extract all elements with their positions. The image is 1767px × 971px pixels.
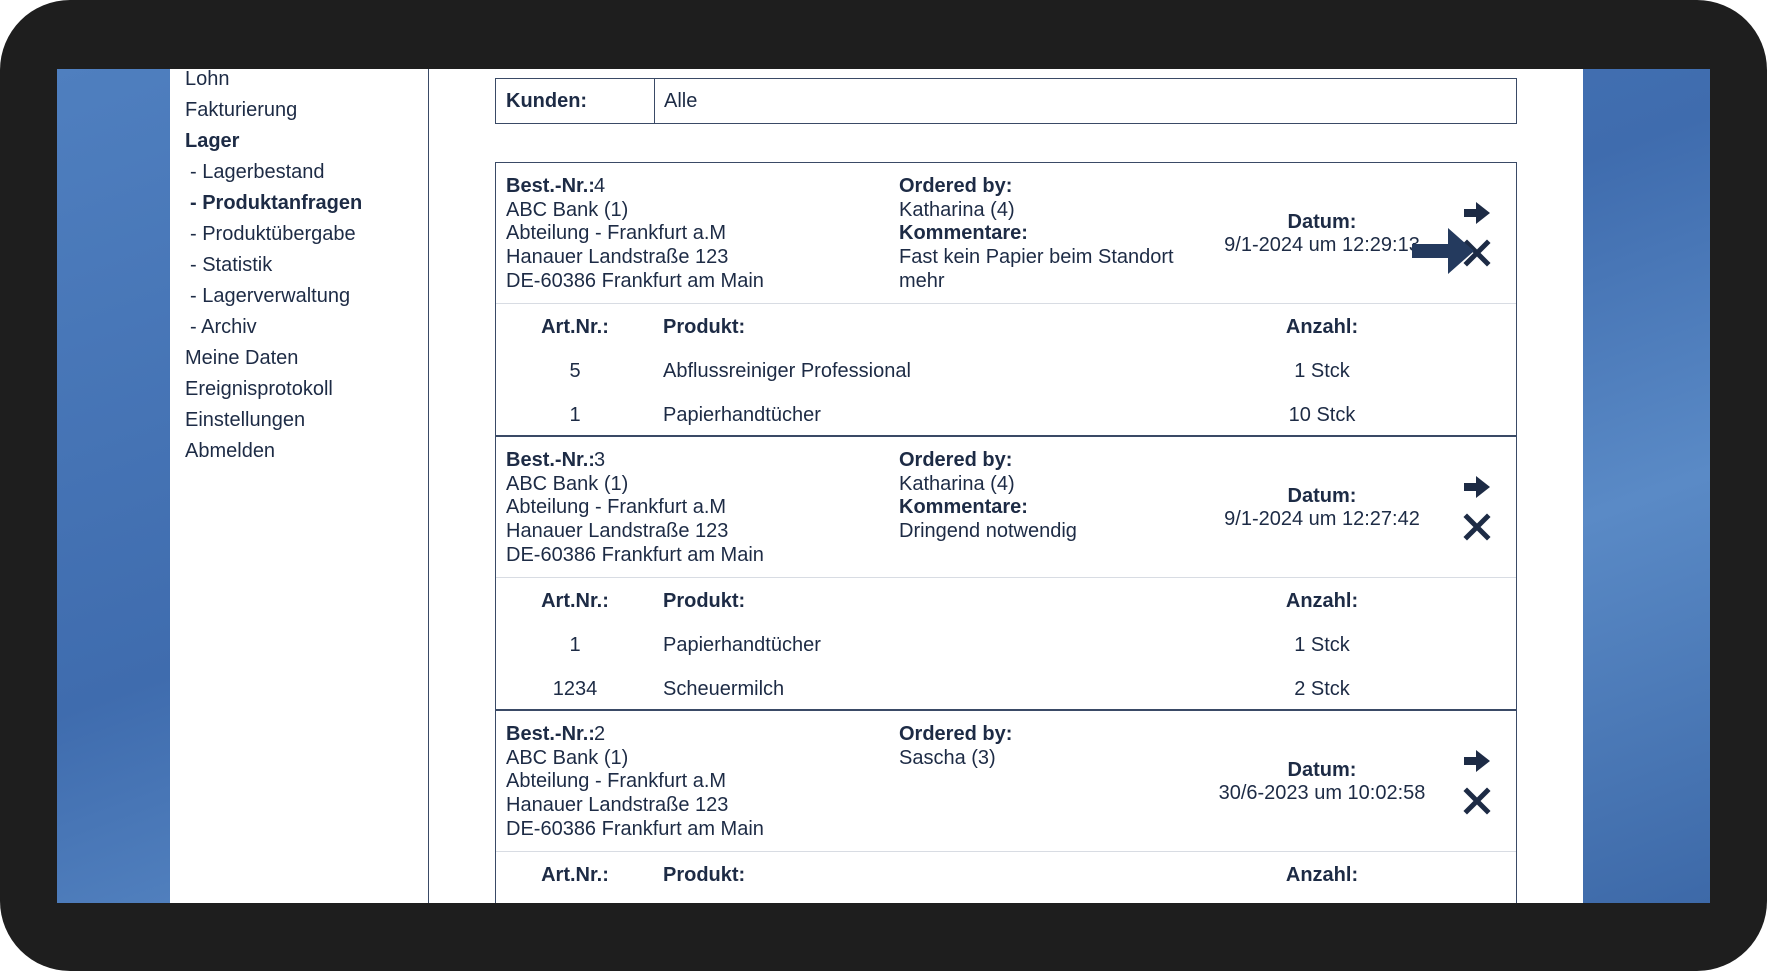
date: 9/1-2024 um 12:27:42 xyxy=(1224,508,1420,530)
delete-button[interactable] xyxy=(1462,512,1492,542)
date-label: Datum: xyxy=(1287,485,1357,507)
menu-item[interactable]: - Archiv xyxy=(190,316,257,338)
menu-item[interactable]: - Lagerbestand xyxy=(190,161,325,183)
forward-button[interactable] xyxy=(1462,472,1492,502)
menu-item[interactable]: - Lagerverwaltung xyxy=(190,285,351,307)
address-line: ABC Bank (1) xyxy=(506,472,629,495)
menu-item[interactable]: Ereignisprotokoll xyxy=(185,378,333,400)
item-quantity: 1 Stck xyxy=(1294,634,1350,656)
ordered-by-label: Ordered by: xyxy=(899,723,1013,745)
address-line: Hanauer Landstraße 123 xyxy=(506,794,729,817)
order-number: 2 xyxy=(594,723,606,745)
date-label: Datum: xyxy=(1287,211,1357,233)
product-header: Produkt: xyxy=(663,864,746,886)
date: 9/1-2024 um 12:29:13 xyxy=(1224,234,1420,256)
comment-line: mehr xyxy=(899,269,945,292)
section-separator xyxy=(496,303,1516,304)
address-line: ABC Bank (1) xyxy=(506,198,629,221)
annotation-arrow xyxy=(1412,228,1474,274)
order-number: 3 xyxy=(594,449,606,471)
menu-item[interactable]: Einstellungen xyxy=(185,409,306,431)
item-quantity: 2 Stck xyxy=(1294,678,1350,700)
order-card: Best.-Nr.: 3 ABC Bank (1) Abteilung - Frank… xyxy=(495,436,1517,710)
filter-value[interactable]: Alle xyxy=(664,90,698,112)
section-separator xyxy=(496,851,1516,852)
filter-box: Kunden: Alle xyxy=(495,78,1517,124)
product-header: Produkt: xyxy=(663,590,746,612)
ordered-by: Katharina (4) xyxy=(899,198,1015,221)
delete-button[interactable] xyxy=(1462,786,1492,816)
date-label: Datum: xyxy=(1287,759,1357,781)
item-art: 1234 xyxy=(552,678,598,700)
art-header: Art.Nr.: xyxy=(541,864,609,886)
item-quantity: 1 Stck xyxy=(1294,360,1350,382)
order-number: 4 xyxy=(594,175,606,197)
product-header: Produkt: xyxy=(663,316,746,338)
sidebar-divider xyxy=(428,69,429,903)
filter-cell-divider xyxy=(654,79,655,123)
order-card: Best.-Nr.: 4 ABC Bank (1) Abteilung - Frank… xyxy=(495,162,1517,436)
menu-item[interactable]: - Produktanfragen xyxy=(190,192,363,214)
item-art: 1 xyxy=(569,634,581,656)
item-product: Abflussreiniger Professional xyxy=(663,360,911,382)
menu-item[interactable]: Abmelden xyxy=(185,440,276,462)
menu-item[interactable]: - Produktübergabe xyxy=(190,223,356,245)
order-card: Best.-Nr.: 2 ABC Bank (1) Abteilung - Frank… xyxy=(495,710,1517,903)
item-product: Papierhandtücher xyxy=(663,634,821,656)
address-line: Abteilung - Frankfurt a.M xyxy=(506,496,727,519)
address-line: DE-60386 Frankfurt am Main xyxy=(506,817,764,840)
address-line: Abteilung - Frankfurt a.M xyxy=(506,222,727,245)
delete-button[interactable] xyxy=(1462,238,1492,268)
ordered-by-label: Ordered by: xyxy=(899,175,1013,197)
quantity-header: Anzahl: xyxy=(1285,316,1359,338)
menu-item[interactable]: Meine Daten xyxy=(185,347,299,369)
quantity-header: Anzahl: xyxy=(1285,590,1359,612)
filter-label: Kunden: xyxy=(506,90,588,112)
address-line: ABC Bank (1) xyxy=(506,746,629,769)
art-header: Art.Nr.: xyxy=(541,590,609,612)
item-quantity: 10 Stck xyxy=(1288,404,1356,426)
address-line: DE-60386 Frankfurt am Main xyxy=(506,543,764,566)
menu-item[interactable]: Fakturierung xyxy=(185,99,298,121)
page: Lohn Fakturierung Lager - Lagerbestand - Pro… xyxy=(170,69,1583,903)
comment-line: Dringend notwendig xyxy=(899,520,1077,543)
comment-label: Kommentare: xyxy=(899,222,1028,245)
item-art: 1 xyxy=(569,404,581,426)
item-product: Papierhandtücher xyxy=(663,404,821,426)
date: 30/6-2023 um 10:02:58 xyxy=(1218,782,1426,804)
item-art: 5 xyxy=(569,360,581,382)
ordered-by-label: Ordered by: xyxy=(899,449,1013,471)
order-number-label: Best.-Nr.: xyxy=(506,723,595,745)
menu-item[interactable]: - Statistik xyxy=(190,254,273,276)
address-line: Abteilung - Frankfurt a.M xyxy=(506,770,727,793)
comment-line: Fast kein Papier beim Standort xyxy=(899,246,1174,269)
address-line: Hanauer Landstraße 123 xyxy=(506,520,729,543)
address-line: DE-60386 Frankfurt am Main xyxy=(506,269,764,292)
order-number-label: Best.-Nr.: xyxy=(506,175,595,197)
menu-item[interactable]: Lohn xyxy=(185,69,230,90)
section-separator xyxy=(496,577,1516,578)
screen: Lohn Fakturierung Lager - Lagerbestand - Pro… xyxy=(57,69,1710,903)
forward-button[interactable] xyxy=(1462,198,1492,228)
ordered-by: Sascha (3) xyxy=(899,746,996,769)
quantity-header: Anzahl: xyxy=(1285,864,1359,886)
order-number-label: Best.-Nr.: xyxy=(506,449,595,471)
art-header: Art.Nr.: xyxy=(541,316,609,338)
menu-item[interactable]: Lager xyxy=(185,130,240,152)
forward-button[interactable] xyxy=(1462,746,1492,776)
item-product: Scheuermilch xyxy=(663,678,785,700)
ordered-by: Katharina (4) xyxy=(899,472,1015,495)
address-line: Hanauer Landstraße 123 xyxy=(506,246,729,269)
comment-label: Kommentare: xyxy=(899,496,1028,519)
